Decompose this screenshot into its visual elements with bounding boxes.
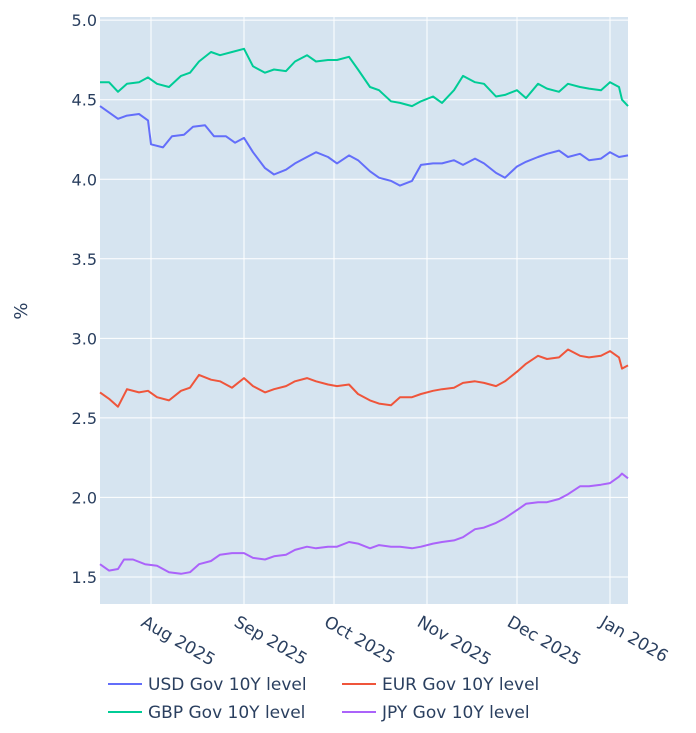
legend-label-usd: USD Gov 10Y level xyxy=(148,675,307,695)
y-axis-title: % xyxy=(11,302,32,319)
legend[interactable]: USD Gov 10Y level EUR Gov 10Y level GBP Go… xyxy=(108,675,539,723)
x-tick-label: Dec 2025 xyxy=(504,612,585,670)
legend-label-eur: EUR Gov 10Y level xyxy=(382,675,539,695)
series-line-eur xyxy=(99,348,629,408)
grid-layer xyxy=(100,17,628,604)
x-tick-label: Aug 2025 xyxy=(138,612,219,670)
series-line-gbp xyxy=(100,47,629,108)
y-tick-label: 5.0 xyxy=(72,11,97,30)
y-tick-label: 2.5 xyxy=(72,409,97,428)
y-tick-label: 1.5 xyxy=(72,568,97,587)
y-axis: 1.5 2.0 2.5 3.0 3.5 4.0 4.5 5.0 xyxy=(72,11,97,587)
y-tick-label: 2.0 xyxy=(72,488,97,507)
x-tick-label: Sep 2025 xyxy=(231,612,311,670)
legend-label-jpy: JPY Gov 10Y level xyxy=(381,703,530,723)
plot-area xyxy=(100,17,628,604)
legend-item-jpy[interactable]: JPY Gov 10Y level xyxy=(342,703,530,723)
legend-item-eur[interactable]: EUR Gov 10Y level xyxy=(342,675,539,695)
y-tick-label: 4.0 xyxy=(72,170,97,189)
x-tick-label: Nov 2025 xyxy=(414,612,495,670)
legend-label-gbp: GBP Gov 10Y level xyxy=(148,703,305,723)
y-tick-label: 3.5 xyxy=(72,250,97,269)
y-tick-label: 4.5 xyxy=(72,91,97,110)
x-axis: Aug 2025 Sep 2025 Oct 2025 Nov 2025 Dec 2025… xyxy=(138,612,672,671)
series-line-jpy xyxy=(99,472,629,575)
series-layer xyxy=(99,47,629,575)
x-tick-label: Oct 2025 xyxy=(321,612,399,668)
series-line-usd xyxy=(99,105,629,187)
y-tick-label: 3.0 xyxy=(72,329,97,348)
x-tick-label: Jan 2026 xyxy=(596,612,672,667)
legend-item-usd[interactable]: USD Gov 10Y level xyxy=(108,675,307,695)
legend-item-gbp[interactable]: GBP Gov 10Y level xyxy=(108,703,305,723)
